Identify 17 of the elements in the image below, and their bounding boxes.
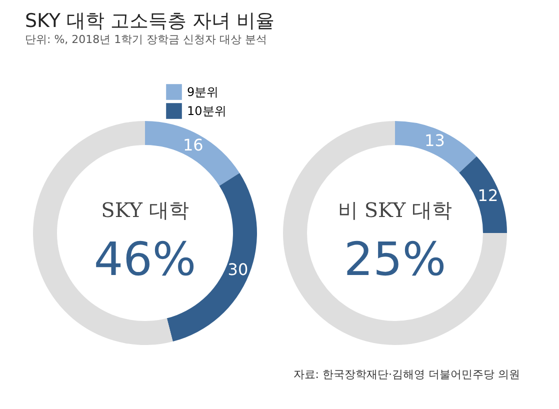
text: 25% (344, 232, 446, 286)
text: 비 SKY 대학 (338, 198, 452, 222)
text: SKY 대학 (101, 198, 189, 222)
legend-label: 9분위 (187, 85, 219, 99)
data-label: 12 (478, 186, 498, 206)
donut-slice (145, 121, 240, 186)
chart-title: SKY 대학 고소득층 자녀 비율 (25, 10, 275, 32)
donut-slice (283, 121, 507, 345)
chart-subtitle: 단위: %, 2018년 1학기 장학금 신청자 대상 분석 (25, 33, 268, 46)
text: 46% (94, 232, 196, 286)
text: 자료: 한국장학재단·김해영 더불어민주당 의원 (293, 368, 520, 381)
data-label: 30 (228, 260, 248, 279)
donut-slice (395, 121, 477, 173)
data-label: 13 (424, 131, 445, 150)
data-label: 16 (182, 135, 204, 154)
donut-slice (459, 156, 507, 233)
legend-label: 10분위 (187, 104, 226, 118)
